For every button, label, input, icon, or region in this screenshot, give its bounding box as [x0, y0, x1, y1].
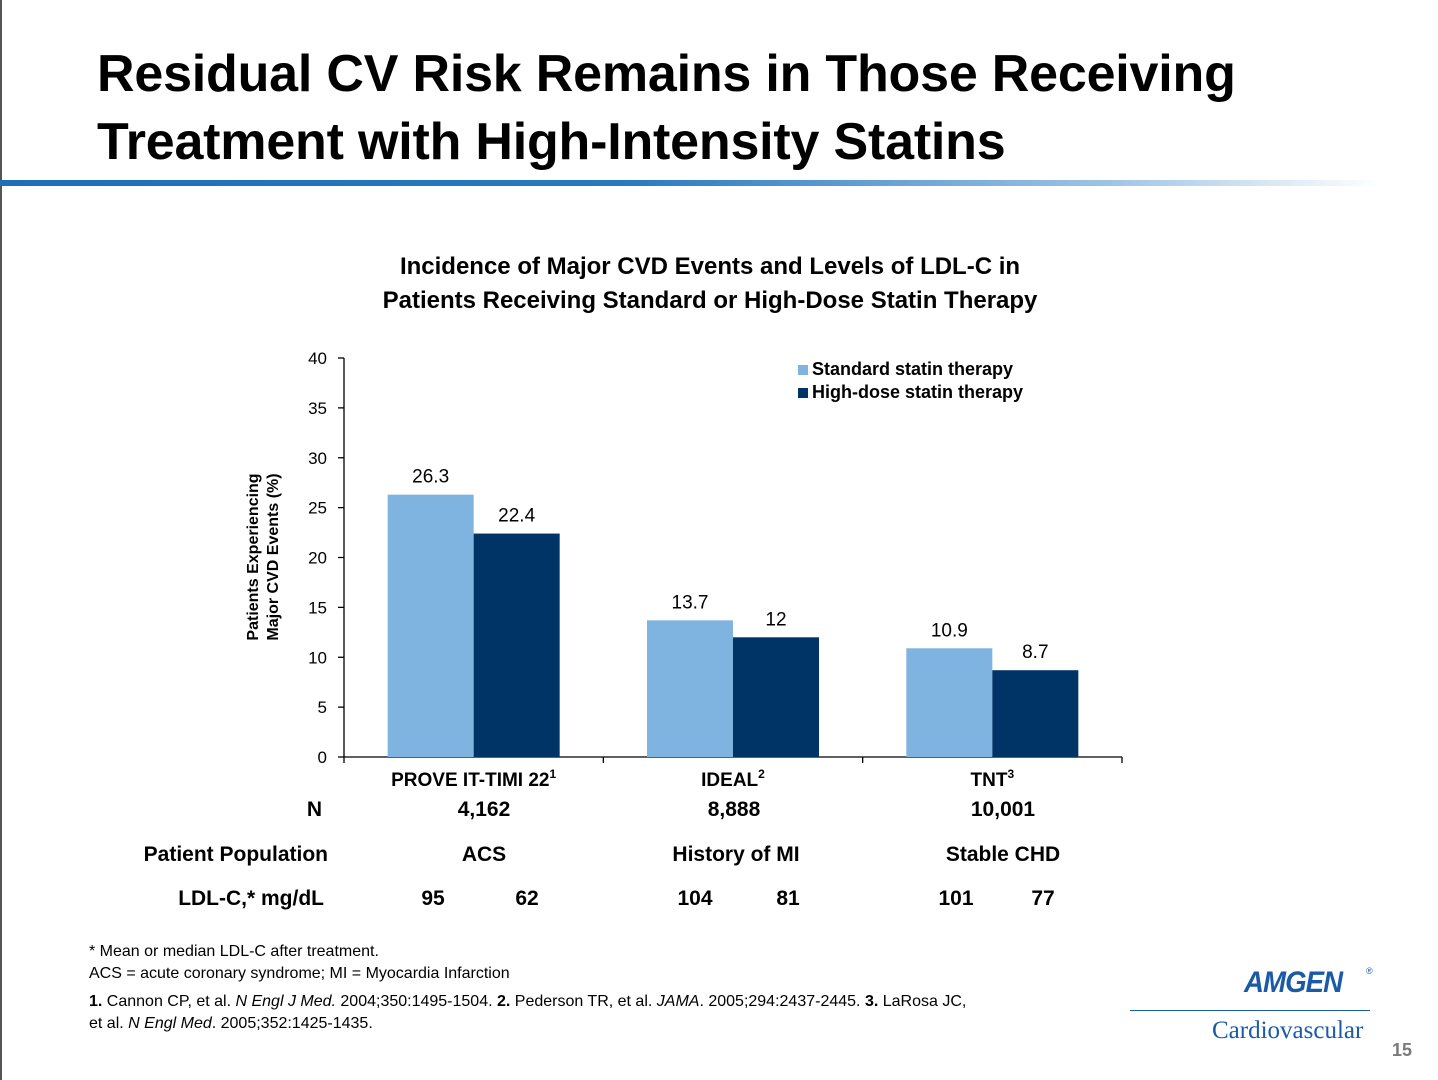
- ref1-journal: N Engl J Med.: [235, 993, 336, 1010]
- cardiovascular-wordmark: Cardiovascular: [1212, 1017, 1364, 1044]
- legend-swatch: [798, 388, 808, 398]
- y-tick-label: 35: [308, 399, 327, 418]
- x-category-name: TNT: [971, 770, 1008, 791]
- ref2-journal: JAMA: [656, 993, 700, 1010]
- x-category-label: PROVE IT-TIMI 221: [391, 767, 556, 791]
- ldl-value-ideal-highdose: 81: [776, 887, 800, 910]
- n-label: N: [306, 798, 322, 821]
- y-axis-title: Patients Experiencing Major CVD Events (%…: [245, 473, 282, 640]
- bar: [906, 648, 993, 757]
- x-category-name: IDEAL: [701, 770, 758, 791]
- ref3-journal: N Engl Med: [128, 1015, 212, 1032]
- n-value-tnt: 10,001: [970, 798, 1036, 821]
- ldl-value-tnt-highdose: 77: [1031, 887, 1055, 910]
- bar-value-label: 8.7: [1022, 642, 1048, 663]
- x-category-superscript: 1: [550, 767, 557, 781]
- registered-mark: ®: [1366, 966, 1373, 976]
- x-category-name: PROVE IT-TIMI 22: [391, 770, 549, 791]
- ref3-citation: . 2005;352:1425-1435.: [211, 1015, 373, 1032]
- bar: [733, 637, 819, 757]
- bar-value-label: 22.4: [498, 506, 535, 527]
- ref1-number: 1.: [89, 993, 103, 1010]
- chart-title-line1: Incidence of Major CVD Events and Levels…: [399, 253, 1021, 280]
- ldl-label: LDL-C,* mg/dL: [178, 887, 324, 910]
- bar-chart: 0 5 10 15 20 25 30 35 40 Patients Experiencing Maj…: [245, 349, 1123, 791]
- y-tick-label: 5: [318, 698, 327, 717]
- population-value-tnt: Stable CHD: [945, 843, 1061, 866]
- title-underline-bar: [0, 180, 1380, 186]
- footnote-ldl: * Mean or median LDL-C after treatment.: [89, 943, 379, 960]
- left-edge-rule: [0, 0, 2, 1080]
- y-tick-label: 40: [308, 349, 327, 368]
- y-tick-label: 0: [318, 748, 327, 767]
- bar: [387, 494, 474, 757]
- bar: [647, 620, 733, 757]
- bar-value-label: 26.3: [412, 467, 449, 488]
- ldl-value-prove-highdose: 62: [515, 887, 539, 910]
- page-number: 15: [1392, 1040, 1413, 1060]
- y-tick-label: 30: [308, 449, 327, 468]
- x-category-label: IDEAL2: [701, 767, 765, 791]
- bar: [992, 670, 1079, 757]
- ref3-number: 3.: [864, 993, 879, 1010]
- bar-value-label: 10.9: [931, 620, 968, 641]
- population-value-ideal: History of MI: [672, 843, 800, 866]
- x-category-superscript: 3: [1007, 767, 1014, 781]
- ldl-value-ideal-standard: 104: [677, 887, 713, 910]
- ref2-number: 2.: [496, 993, 511, 1010]
- ref3-authors: LaRosa JC,: [878, 993, 967, 1010]
- ldl-value-prove-standard: 95: [421, 887, 445, 910]
- ref1-citation: 2004;350:1495-1504.: [335, 993, 497, 1010]
- logo-divider: [1130, 1010, 1370, 1011]
- bar-value-label: 12: [765, 609, 786, 630]
- ref2-citation: . 2005;294:2437-2445.: [699, 993, 865, 1010]
- slide-title-line2: Treatment with High-Intensity Statins: [97, 113, 1006, 171]
- amgen-logo: AMGEN: [1244, 966, 1343, 999]
- ref3-etal: et al.: [89, 1015, 129, 1032]
- footnote-references: 1. Cannon CP, et al. N Engl J Med. 2004;…: [89, 991, 966, 1035]
- y-tick-label: 20: [308, 549, 327, 568]
- ref2-authors: Pederson TR, et al.: [510, 993, 657, 1010]
- n-value-prove: 4,162: [457, 798, 511, 821]
- y-axis-title-line2: Major CVD Events (%): [265, 473, 282, 640]
- x-category-superscript: 2: [758, 767, 765, 781]
- footnote-abbreviations: ACS = acute coronary syndrome; MI = Myoc…: [89, 965, 510, 982]
- legend-label: Standard statin therapy: [812, 359, 1013, 379]
- slide-title-line1: Residual CV Risk Remains in Those Receiv…: [97, 45, 1236, 103]
- legend-swatch: [798, 365, 808, 375]
- y-axis-title-line1: Patients Experiencing: [245, 473, 262, 640]
- chart-title-line2: Patients Receiving Standard or High-Dose…: [382, 287, 1038, 314]
- legend-label: High-dose statin therapy: [812, 382, 1023, 402]
- chart-title: Incidence of Major CVD Events and Levels…: [280, 250, 1140, 318]
- population-value-prove: ACS: [461, 843, 507, 866]
- slide-title: Residual CV Risk Remains in Those Receiv…: [97, 40, 1236, 176]
- x-category-label: TNT3: [971, 767, 1015, 791]
- y-tick-label: 15: [308, 598, 327, 617]
- y-tick-label: 25: [308, 499, 327, 518]
- y-tick-label: 10: [308, 648, 327, 667]
- population-label: Patient Population: [143, 843, 328, 866]
- bar: [473, 533, 560, 757]
- ref1-authors: Cannon CP, et al.: [102, 993, 236, 1010]
- bar-value-label: 13.7: [672, 592, 709, 613]
- n-value-ideal: 8,888: [707, 798, 761, 821]
- ldl-value-tnt-standard: 101: [938, 887, 974, 910]
